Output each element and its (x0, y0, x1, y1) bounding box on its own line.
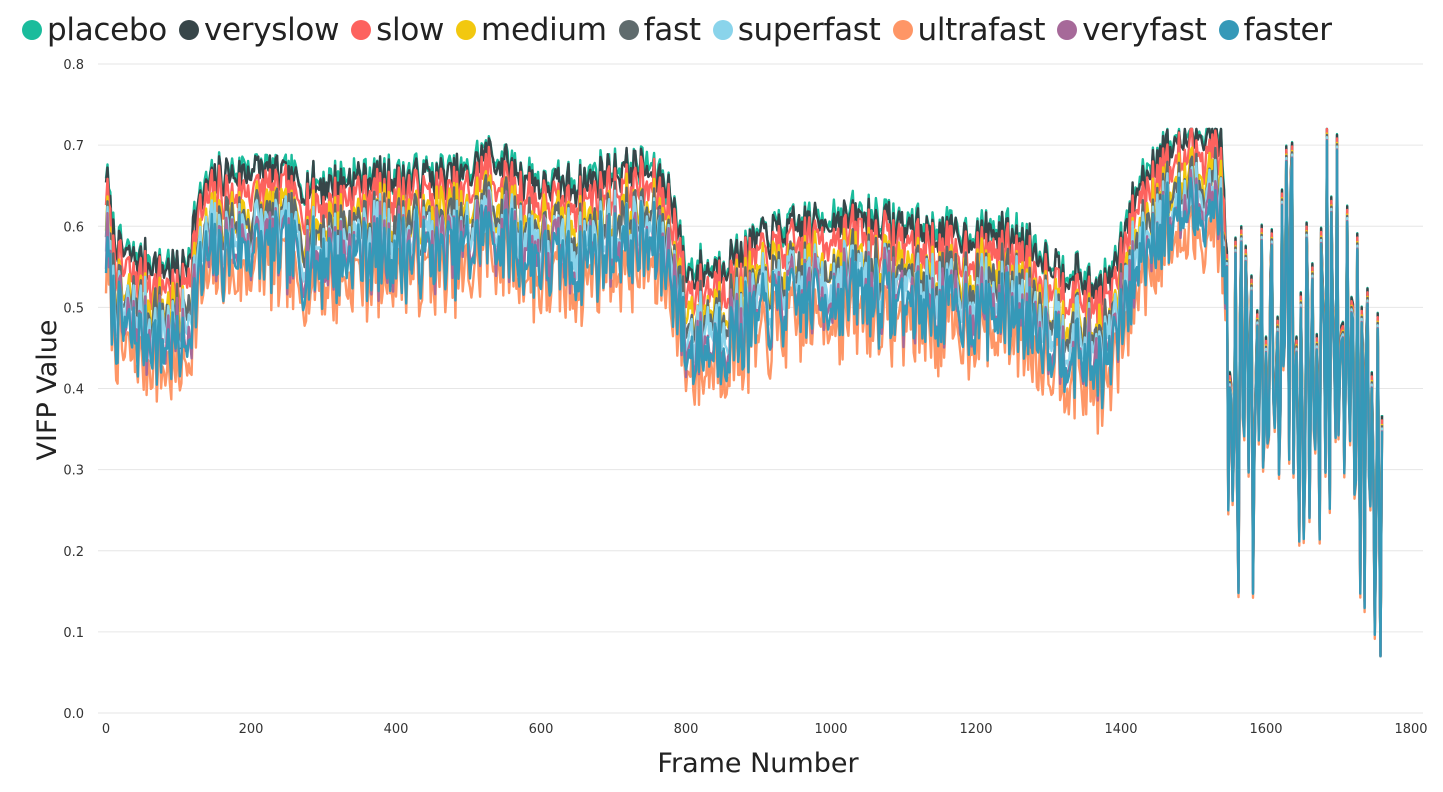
y-tick-label: 0.0 (63, 707, 84, 722)
x-axis-ticks: 0 200 400 600 800 1000 1200 1400 1600 1800 (102, 722, 1428, 737)
legend-dot-fast (618, 20, 639, 40)
y-tick-label: 0.4 (63, 383, 84, 398)
gridlines (98, 63, 1423, 714)
legend-item-ultrafast[interactable]: ultrafast (892, 12, 1046, 48)
x-tick-label: 200 (239, 722, 264, 737)
legend-label-slow: slow (376, 12, 445, 48)
legend-label-placebo: placebo (47, 12, 167, 48)
legend-label-fast: fast (643, 12, 701, 48)
legend-item-superfast[interactable]: superfast (712, 12, 881, 48)
legend-item-fast[interactable]: fast (618, 12, 701, 48)
legend-dot-slow (351, 20, 372, 40)
legend-dot-veryslow (178, 20, 199, 40)
y-tick-label: 0.1 (63, 626, 84, 641)
series-line-faster (104, 139, 1384, 658)
x-axis-title: Frame Number (657, 748, 859, 779)
legend-label-ultrafast: ultrafast (917, 12, 1046, 48)
legend: placebo veryslow slow medium fast superf… (22, 8, 1344, 52)
legend-label-veryfast: veryfast (1082, 12, 1207, 48)
y-axis-title: VIFP Value (32, 320, 63, 461)
x-tick-label: 1800 (1394, 722, 1427, 737)
x-tick-label: 800 (674, 722, 699, 737)
y-tick-label: 0.2 (63, 545, 84, 560)
y-tick-label: 0.3 (63, 464, 84, 479)
legend-label-superfast: superfast (737, 12, 881, 48)
legend-item-slow[interactable]: slow (351, 12, 444, 48)
legend-dot-medium (456, 20, 477, 40)
legend-dot-ultrafast (892, 20, 913, 40)
legend-item-veryfast[interactable]: veryfast (1057, 12, 1207, 48)
y-axis-ticks: 0.0 0.1 0.2 0.3 0.4 0.5 0.6 0.7 0.8 (63, 58, 84, 722)
x-tick-label: 400 (384, 722, 409, 737)
legend-dot-placebo (22, 20, 42, 40)
series-lines (104, 127, 1384, 658)
x-tick-label: 1400 (1104, 722, 1137, 737)
x-tick-label: 1000 (814, 722, 847, 737)
x-tick-label: 0 (102, 722, 110, 737)
legend-label-faster: faster (1243, 12, 1333, 48)
y-tick-label: 0.7 (63, 139, 84, 154)
legend-label-veryslow: veryslow (203, 12, 340, 48)
legend-item-faster[interactable]: faster (1218, 12, 1333, 48)
legend-dot-veryfast (1057, 20, 1078, 40)
legend-dot-faster (1218, 20, 1239, 40)
x-tick-label: 1600 (1249, 722, 1282, 737)
legend-label-medium: medium (481, 12, 607, 48)
legend-item-veryslow[interactable]: veryslow (178, 12, 340, 48)
y-tick-label: 0.5 (63, 301, 84, 316)
legend-dot-superfast (712, 20, 733, 40)
y-tick-label: 0.8 (63, 58, 84, 73)
legend-item-placebo[interactable]: placebo (22, 12, 167, 48)
legend-item-medium[interactable]: medium (456, 12, 607, 48)
y-tick-label: 0.6 (63, 220, 84, 235)
x-tick-label: 600 (529, 722, 554, 737)
x-tick-label: 1200 (959, 722, 992, 737)
